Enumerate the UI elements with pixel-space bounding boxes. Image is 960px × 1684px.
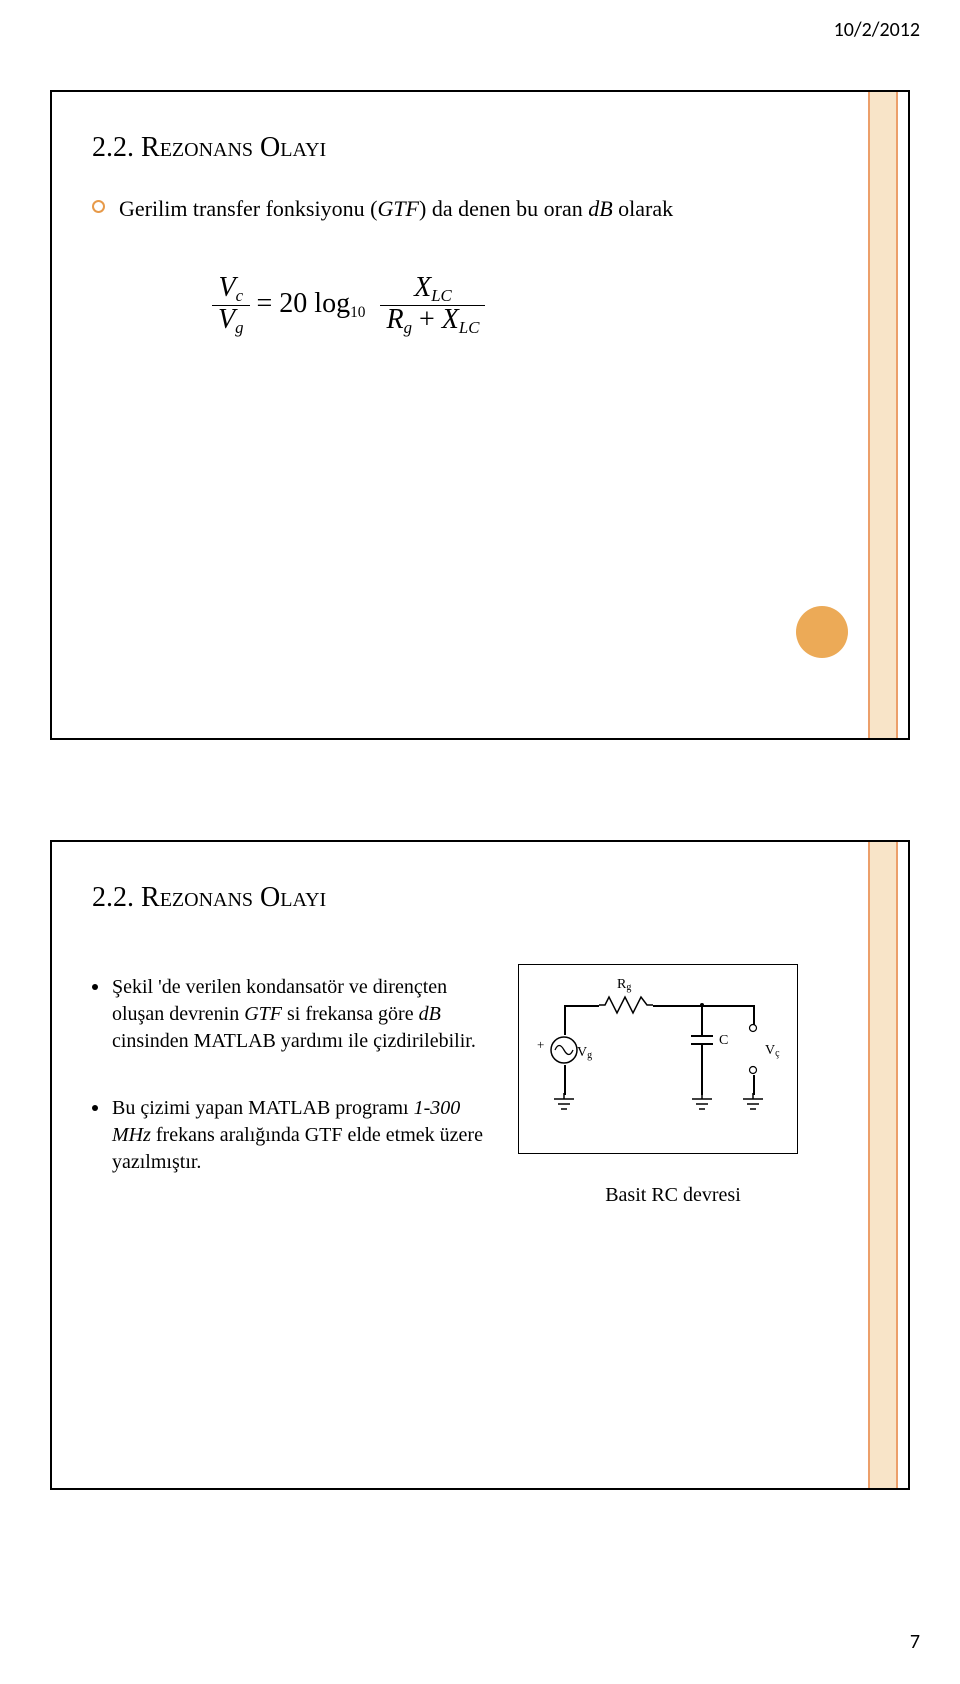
fraction-xlc: XLC Rg + XLC: [380, 274, 485, 337]
var-V: V: [577, 1045, 587, 1060]
title-part-2: ezonans: [160, 132, 253, 163]
bullet-text: Gerilim transfer fonksiyonu (GTF) da den…: [119, 194, 673, 224]
two-column-layout: Şekil 'de verilen kondansatör ve dirençt…: [92, 944, 828, 1207]
bullet-2: Bu çizimi yapan MATLAB programı 1-300 MH…: [92, 1095, 488, 1176]
text-segment: Bu çizimi yapan MATLAB programı: [112, 1097, 414, 1119]
gtf-formula: Vc Vg = 20 log10 XLC Rg + XLC: [212, 274, 828, 337]
text-db: dB: [419, 1003, 441, 1025]
bullet-icon: [92, 200, 105, 213]
ac-source-icon: [549, 1035, 579, 1065]
page-date: 10/2/2012: [834, 18, 920, 42]
text-gtf: GTF: [244, 1003, 282, 1025]
side-accent-bar: [868, 92, 898, 738]
rc-circuit-diagram: +: [518, 964, 798, 1154]
sub-10: 10: [350, 304, 365, 321]
label-vg: Vg: [577, 1045, 592, 1061]
bullet-gtf-description: Gerilim transfer fonksiyonu (GTF) da den…: [92, 194, 828, 224]
label-vc: Vç: [765, 1043, 780, 1059]
bullet-1: Şekil 'de verilen kondansatör ve dirençt…: [92, 974, 488, 1055]
var-V: V: [218, 272, 235, 303]
bullet-icon: [92, 984, 98, 990]
var-V: V: [765, 1043, 775, 1058]
text-segment: frekans aralığında GTF elde etmek üzere …: [112, 1124, 483, 1173]
title-part-1: 2.2. R: [92, 882, 160, 913]
plus-sign: +: [412, 304, 442, 335]
label-c: C: [719, 1033, 728, 1049]
bullet-icon: [92, 1105, 98, 1111]
sub-g: g: [235, 318, 243, 337]
corner-dot-icon: [796, 606, 848, 658]
var-R: R: [617, 977, 626, 992]
open-terminal-icon: [748, 1023, 758, 1033]
text-segment: Gerilim transfer fonksiyonu (: [119, 196, 377, 221]
slide-2-content: 2.2. Rezonans Olayı Şekil 'de verilen ko…: [92, 882, 828, 1207]
var-X: X: [442, 304, 459, 335]
resistor-icon: [599, 993, 653, 1017]
slide-2-title: 2.2. Rezonans Olayı: [92, 882, 828, 914]
sub-g: g: [587, 1050, 592, 1061]
sub-g: g: [626, 982, 631, 993]
var-R: R: [386, 304, 403, 335]
text-segment: si frekansa göre: [282, 1003, 419, 1025]
text-segment: olarak: [613, 196, 673, 221]
eq-20log: = 20 log: [257, 287, 351, 318]
ground-icon: [552, 1093, 576, 1113]
sub-g: g: [404, 318, 412, 337]
ground-icon: [741, 1093, 765, 1113]
title-part-4: layı: [280, 882, 326, 913]
text-gtf: GTF: [377, 196, 419, 221]
label-rg: Rg: [617, 977, 631, 993]
circuit-caption: Basit RC devresi: [518, 1184, 828, 1207]
sub-c: c: [236, 286, 243, 305]
ground-icon: [690, 1093, 714, 1113]
right-column: +: [518, 944, 828, 1207]
title-part-3: O: [253, 132, 280, 163]
text-db: dB: [588, 196, 612, 221]
title-part-4: layı: [280, 132, 326, 163]
plus-label: +: [537, 1037, 544, 1053]
slide-2: 2.2. Rezonans Olayı Şekil 'de verilen ko…: [50, 840, 910, 1490]
text-segment: cinsinden MATLAB yardımı ile çizdirilebi…: [112, 1030, 476, 1052]
sub-LC: LC: [459, 318, 480, 337]
var-X: X: [414, 272, 431, 303]
slide-1-content: 2.2. Rezonans Olayı Gerilim transfer fon…: [92, 132, 828, 336]
text-segment: ) da denen bu oran: [419, 196, 588, 221]
node-dot: [700, 1003, 704, 1007]
open-terminal-icon: [748, 1065, 758, 1075]
page-number: 7: [910, 1630, 920, 1654]
title-part-2: ezonans: [160, 882, 253, 913]
title-part-1: 2.2. R: [92, 132, 160, 163]
fraction-vc-vg: Vc Vg: [212, 274, 250, 337]
var-V: V: [218, 304, 235, 335]
slide-1: 2.2. Rezonans Olayı Gerilim transfer fon…: [50, 90, 910, 740]
side-accent-bar: [868, 842, 898, 1488]
bullet-2-text: Bu çizimi yapan MATLAB programı 1-300 MH…: [112, 1095, 488, 1176]
bullet-1-text: Şekil 'de verilen kondansatör ve dirençt…: [112, 974, 488, 1055]
sub-c: ç: [775, 1048, 779, 1059]
sub-LC: LC: [431, 286, 452, 305]
title-part-3: O: [253, 882, 280, 913]
left-column: Şekil 'de verilen kondansatör ve dirençt…: [92, 944, 488, 1207]
slide-1-title: 2.2. Rezonans Olayı: [92, 132, 828, 164]
